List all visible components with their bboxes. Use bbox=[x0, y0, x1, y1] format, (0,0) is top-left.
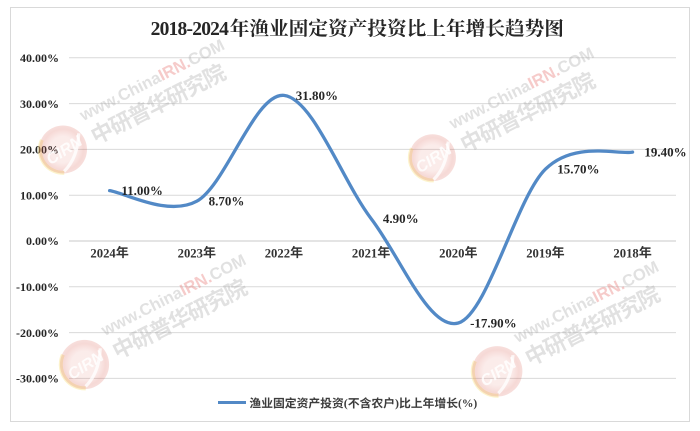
svg-text:19.40%: 19.40% bbox=[644, 145, 686, 160]
svg-text:-20.00%: -20.00% bbox=[16, 326, 59, 340]
svg-text:(: ( bbox=[344, 396, 348, 410]
svg-text:): ) bbox=[395, 396, 399, 410]
svg-text:11.00%: 11.00% bbox=[121, 183, 163, 198]
svg-text:2020: 2020 bbox=[439, 246, 464, 260]
svg-text:-17.90%: -17.90% bbox=[470, 316, 517, 331]
svg-text:15.70%: 15.70% bbox=[557, 162, 599, 177]
svg-text:10.00%: 10.00% bbox=[20, 188, 59, 202]
svg-text:40.00%: 40.00% bbox=[20, 51, 59, 65]
svg-text:-10.00%: -10.00% bbox=[16, 280, 59, 294]
svg-text:-30.00%: -30.00% bbox=[16, 372, 59, 386]
svg-text:31.80%: 31.80% bbox=[296, 88, 338, 103]
svg-text:2018-2024: 2018-2024 bbox=[151, 19, 230, 40]
svg-text:2018: 2018 bbox=[613, 246, 638, 260]
svg-text:2024: 2024 bbox=[90, 246, 116, 260]
svg-text:8.70%: 8.70% bbox=[209, 194, 245, 209]
svg-text:2022: 2022 bbox=[265, 246, 290, 260]
svg-text:2023: 2023 bbox=[178, 246, 203, 260]
svg-text:(%): (%) bbox=[458, 398, 477, 410]
svg-text:30.00%: 30.00% bbox=[20, 97, 59, 111]
svg-text:0.00%: 0.00% bbox=[26, 234, 59, 248]
svg-text:2019: 2019 bbox=[526, 246, 551, 260]
svg-text:2021: 2021 bbox=[352, 246, 377, 260]
svg-text:4.90%: 4.90% bbox=[383, 211, 419, 226]
